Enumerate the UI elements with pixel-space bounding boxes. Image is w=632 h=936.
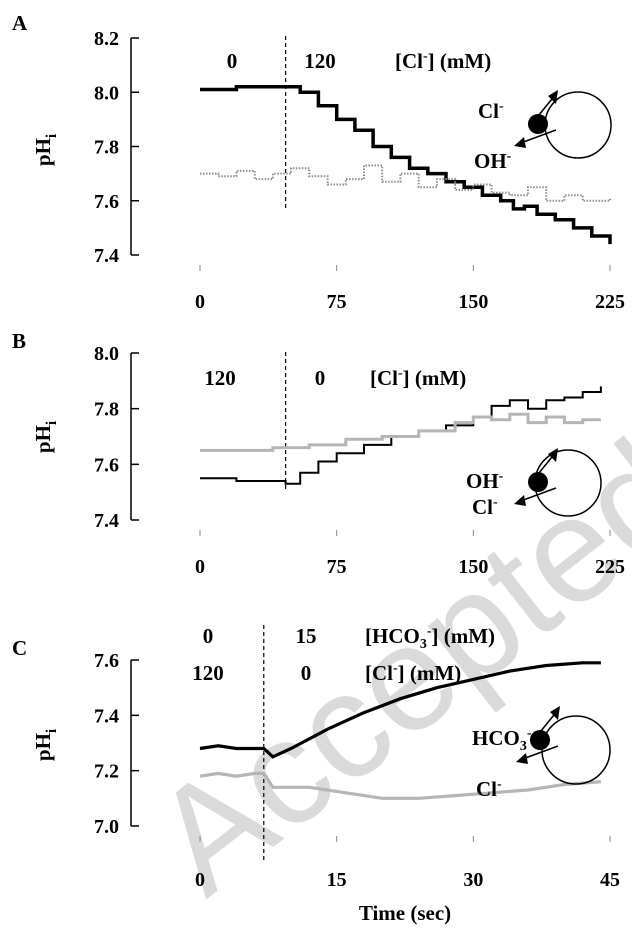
exchanger-ion-bottom: Cl- [472, 495, 498, 519]
exchanger-ion-bottom: OH- [474, 149, 512, 173]
exchanger-ion-top: Cl- [478, 99, 504, 123]
x-tick-label: 225 [595, 556, 625, 578]
x-tick-label: 45 [600, 869, 620, 891]
y-tick-label: 7.8 [94, 399, 119, 421]
condition-label: [HCO3-] (mM) [365, 624, 495, 652]
exchanger-ion-bottom: Cl- [476, 777, 502, 801]
x-tick-label: 150 [458, 291, 488, 313]
series-line-2 [200, 412, 601, 452]
series-line-2 [200, 164, 611, 202]
y-tick-label: 8.2 [94, 28, 119, 50]
series-line-1 [199, 661, 601, 759]
exchanger-dot [528, 472, 548, 492]
condition-after: 0 [301, 661, 312, 685]
x-axis-label: Time (sec) [359, 901, 451, 925]
condition-before: 0 [227, 49, 238, 73]
y-axis-label: pHi [31, 729, 60, 761]
influx-arrowhead [550, 706, 560, 720]
exchanger-ion-top: HCO3- [472, 726, 532, 754]
condition-label: [Cl-] (mM) [370, 366, 466, 390]
series-line-1 [200, 85, 612, 245]
panel-a: A 8.2 8.0 7.8 7.6 7.4 pHi 0 75 150 225 0 120 [Cl-] (m… [12, 11, 625, 313]
x-tick-label: 30 [463, 869, 483, 891]
y-tick-label: 8.0 [94, 82, 119, 104]
condition-before: 120 [192, 661, 224, 685]
influx-arrowhead [548, 448, 558, 462]
panel-c: C 7.6 7.4 7.2 7.0 pHi 0 15 30 45 Time (sec) 0 15 [HCO… [12, 624, 620, 925]
panel-letter: B [12, 329, 26, 353]
efflux-arrowhead [516, 753, 528, 764]
cell-outline [541, 715, 611, 785]
series-line-2 [199, 771, 602, 800]
exchanger-ion-top: OH- [466, 469, 504, 493]
y-tick-label: 7.6 [94, 191, 119, 213]
condition-before: 120 [204, 366, 236, 390]
x-tick-label: 75 [327, 291, 347, 313]
x-tick-label: 0 [195, 291, 205, 313]
panel-letter: A [12, 11, 28, 35]
y-tick-label: 7.0 [94, 816, 119, 838]
y-tick-label: 7.2 [94, 761, 119, 783]
y-axis-label: pHi [31, 421, 60, 453]
y-tick-label: 7.4 [94, 510, 119, 532]
influx-arrowhead [548, 90, 558, 104]
y-axis-label: pHi [31, 134, 60, 166]
y-tick-label: 7.4 [94, 245, 119, 267]
panel-b: B 8.0 7.8 7.6 7.4 pHi 0 75 150 225 120 0 [Cl-] (mM) O… [12, 329, 625, 578]
y-tick-label: 7.8 [94, 137, 119, 159]
condition-before: 0 [203, 624, 214, 648]
x-tick-label: 225 [595, 291, 625, 313]
exchanger-dot [528, 114, 548, 134]
x-tick-label: 75 [327, 556, 347, 578]
panel-letter: C [12, 636, 27, 660]
x-tick-label: 0 [195, 556, 205, 578]
x-tick-label: 15 [327, 869, 347, 891]
condition-after: 120 [304, 49, 336, 73]
efflux-arrowhead [514, 495, 526, 506]
x-tick-label: 0 [195, 869, 205, 891]
condition-after: 15 [296, 624, 317, 648]
efflux-arrowhead [514, 137, 526, 148]
condition-label: [Cl-] (mM) [365, 661, 461, 685]
y-tick-label: 7.6 [94, 454, 119, 476]
condition-label: [Cl-] (mM) [395, 49, 491, 73]
y-tick-label: 7.4 [94, 705, 119, 727]
y-tick-label: 8.0 [94, 343, 119, 365]
x-tick-label: 150 [458, 556, 488, 578]
condition-after: 0 [315, 366, 326, 390]
y-tick-label: 7.6 [94, 650, 119, 672]
exchanger-dot [530, 730, 550, 750]
